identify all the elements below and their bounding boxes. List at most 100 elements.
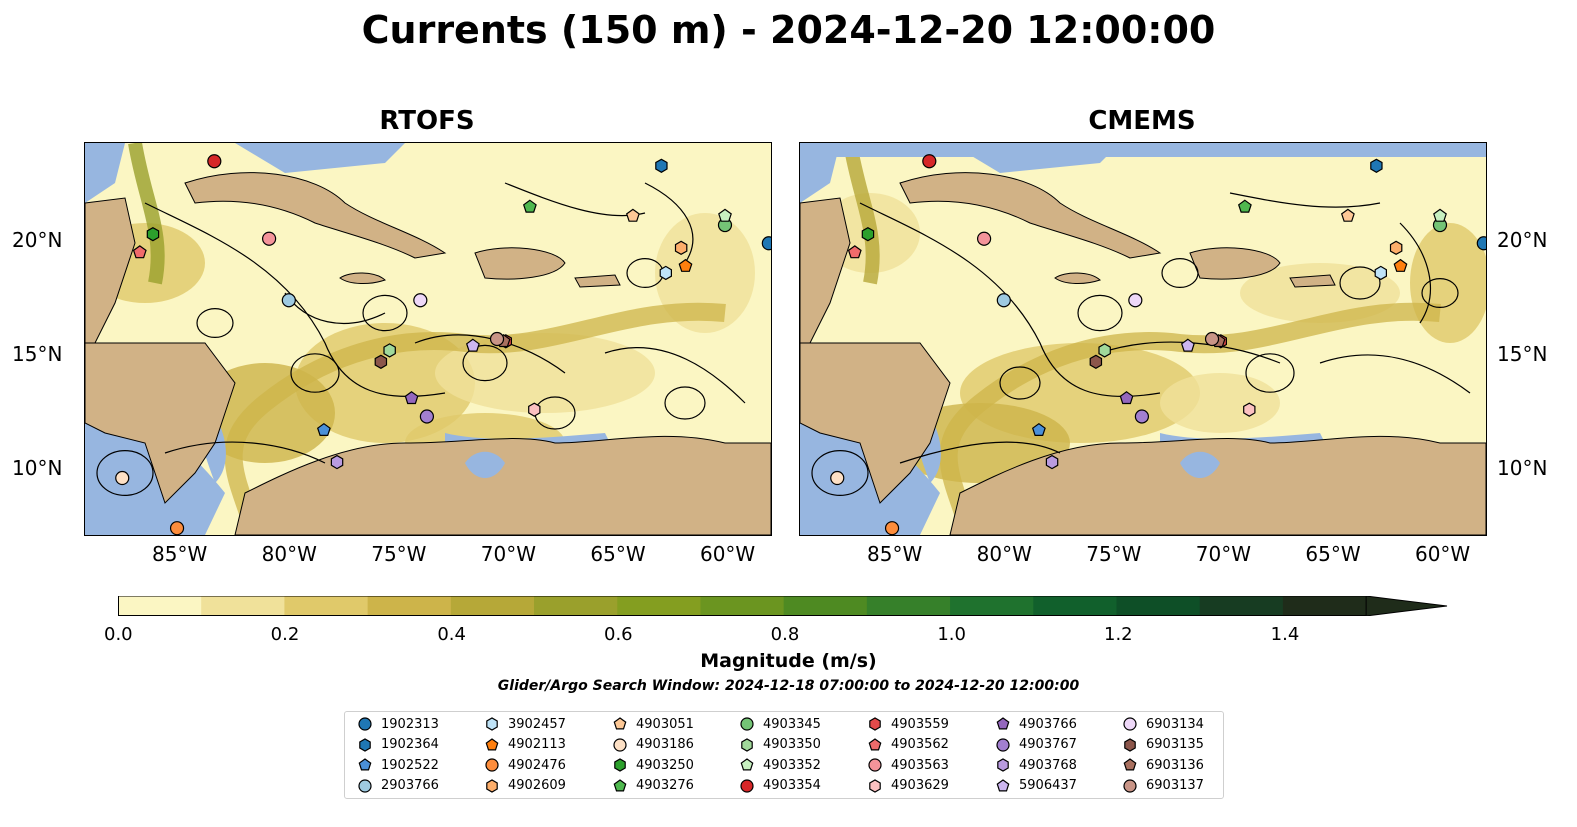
float-marker-5906437[interactable] bbox=[465, 338, 480, 352]
legend-marker-4902113[interactable] bbox=[485, 737, 499, 750]
legend-marker-5906437[interactable] bbox=[996, 778, 1010, 791]
legend-marker-6903134[interactable] bbox=[1123, 717, 1137, 731]
legend-marker-4903766[interactable] bbox=[996, 717, 1010, 730]
float-marker-4903768[interactable] bbox=[330, 454, 344, 470]
float-marker-4903186[interactable] bbox=[830, 470, 845, 486]
legend-marker-4903345[interactable] bbox=[740, 717, 754, 731]
float-marker-4903051[interactable] bbox=[1340, 208, 1355, 222]
eddy-streamline bbox=[96, 450, 154, 497]
float-marker-4903563[interactable] bbox=[977, 231, 992, 246]
legend-marker-icon bbox=[486, 778, 498, 793]
legend-label: 4903354 bbox=[763, 778, 821, 793]
legend-label: 1902364 bbox=[381, 737, 439, 752]
float-marker-2903766[interactable] bbox=[281, 293, 296, 308]
float-marker-4903276[interactable] bbox=[522, 199, 537, 213]
legend-marker-4903186[interactable] bbox=[613, 737, 627, 752]
float-marker-6903134[interactable] bbox=[1128, 293, 1143, 308]
legend-marker-4903352[interactable] bbox=[740, 758, 754, 771]
float-marker-4903766[interactable] bbox=[404, 391, 419, 405]
float-marker-4902476[interactable] bbox=[884, 521, 900, 535]
legend-marker-icon bbox=[614, 758, 626, 772]
legend-marker-2903766[interactable] bbox=[358, 778, 372, 793]
float-marker-6903135[interactable] bbox=[374, 354, 388, 369]
float-marker-4903562[interactable] bbox=[847, 245, 862, 259]
float-marker-1902313[interactable] bbox=[761, 236, 771, 251]
float-marker-4903350[interactable] bbox=[1098, 343, 1111, 358]
float-marker-4902113[interactable] bbox=[678, 258, 693, 272]
eddy-streamline bbox=[999, 366, 1041, 400]
float-marker-4903250[interactable] bbox=[146, 227, 160, 242]
legend-marker-4902609[interactable] bbox=[486, 778, 498, 793]
legend-marker-4903276[interactable] bbox=[613, 778, 627, 791]
legend-marker-4903350[interactable] bbox=[741, 737, 753, 752]
float-marker-5906437[interactable] bbox=[1180, 338, 1195, 352]
float-marker-6903137[interactable] bbox=[489, 331, 505, 347]
float-marker-4903563[interactable] bbox=[262, 231, 277, 246]
legend-marker-4902476[interactable] bbox=[485, 758, 499, 772]
panel-title-rtofs: RTOFS bbox=[379, 106, 475, 136]
float-marker-2903766[interactable] bbox=[996, 293, 1011, 308]
float-marker-1902364[interactable] bbox=[1370, 158, 1383, 173]
float-marker-4903250[interactable] bbox=[861, 227, 875, 242]
float-marker-4902609[interactable] bbox=[674, 240, 688, 255]
float-marker-1902364[interactable] bbox=[655, 158, 668, 173]
legend-marker-6903137[interactable] bbox=[1123, 778, 1137, 793]
float-marker-4903766[interactable] bbox=[1119, 391, 1134, 405]
legend-marker-4903768[interactable] bbox=[997, 758, 1009, 772]
float-marker-4903276[interactable] bbox=[1237, 199, 1252, 213]
colorbar-segment bbox=[534, 596, 618, 616]
float-marker-1902313[interactable] bbox=[1476, 236, 1486, 251]
float-marker-4903354[interactable] bbox=[922, 154, 937, 169]
legend-marker-4903563[interactable] bbox=[868, 758, 882, 772]
eddy-streamline bbox=[811, 450, 869, 497]
float-marker-4903051[interactable] bbox=[625, 208, 640, 222]
legend-marker-4903767[interactable] bbox=[996, 737, 1010, 752]
yucatan-land bbox=[85, 197, 136, 344]
legend-marker-4903562[interactable] bbox=[868, 737, 882, 750]
lat-tick-label-left: 20°N bbox=[12, 228, 63, 252]
map-rtofs[interactable] bbox=[84, 142, 772, 536]
float-marker-4903629[interactable] bbox=[528, 402, 541, 417]
float-marker-4902113[interactable] bbox=[1393, 258, 1408, 272]
float-marker-4903352[interactable] bbox=[718, 208, 732, 222]
legend-marker-4903051[interactable] bbox=[613, 717, 627, 730]
float-marker-4903767[interactable] bbox=[419, 409, 435, 424]
map-cmems[interactable] bbox=[799, 142, 1487, 536]
legend-marker-6903136[interactable] bbox=[1123, 758, 1137, 771]
float-marker-6903135[interactable] bbox=[1089, 354, 1103, 369]
legend-label: 6903137 bbox=[1146, 778, 1204, 793]
legend-marker-4903354[interactable] bbox=[740, 778, 754, 793]
legend-marker-4903629[interactable] bbox=[869, 778, 881, 793]
float-marker-4903562[interactable] bbox=[132, 245, 147, 259]
lat-tick-label-right: 20°N bbox=[1497, 228, 1548, 252]
float-marker-3902457[interactable] bbox=[659, 265, 672, 281]
float-marker-4903767[interactable] bbox=[1134, 409, 1150, 424]
legend-marker-4903250[interactable] bbox=[614, 758, 626, 772]
legend-marker-3902457[interactable] bbox=[486, 717, 498, 731]
legend-item: 6903137 bbox=[1122, 776, 1204, 796]
lake-maracaibo bbox=[1180, 451, 1220, 478]
float-marker-1902522[interactable] bbox=[1031, 422, 1046, 436]
float-marker-4902609[interactable] bbox=[1389, 240, 1403, 255]
float-marker-4903186[interactable] bbox=[115, 470, 130, 486]
float-marker-4903354[interactable] bbox=[207, 154, 222, 169]
legend-marker-1902522[interactable] bbox=[358, 758, 372, 771]
float-marker-6903134[interactable] bbox=[413, 293, 428, 308]
streamline bbox=[1399, 222, 1431, 324]
float-marker-4903352[interactable] bbox=[1433, 208, 1447, 222]
float-marker-4903350[interactable] bbox=[383, 343, 396, 358]
float-marker-3902457[interactable] bbox=[1374, 265, 1387, 281]
legend-marker-6903135[interactable] bbox=[1124, 737, 1136, 752]
legend-item: 1902313 bbox=[357, 714, 439, 734]
float-marker-6903137[interactable] bbox=[1204, 331, 1220, 347]
legend-label: 6903135 bbox=[1146, 737, 1204, 752]
float-marker-1902522[interactable] bbox=[316, 422, 331, 436]
float-marker-4903768[interactable] bbox=[1045, 454, 1059, 470]
legend-marker-1902364[interactable] bbox=[359, 737, 371, 752]
float-marker-4902476[interactable] bbox=[169, 521, 185, 535]
float-marker-4903629[interactable] bbox=[1243, 402, 1256, 417]
legend-marker-1902313[interactable] bbox=[358, 717, 372, 731]
colorbar-segment bbox=[1033, 596, 1117, 616]
legend-marker-4903559[interactable] bbox=[869, 717, 881, 731]
legend-label: 4903767 bbox=[1019, 737, 1077, 752]
